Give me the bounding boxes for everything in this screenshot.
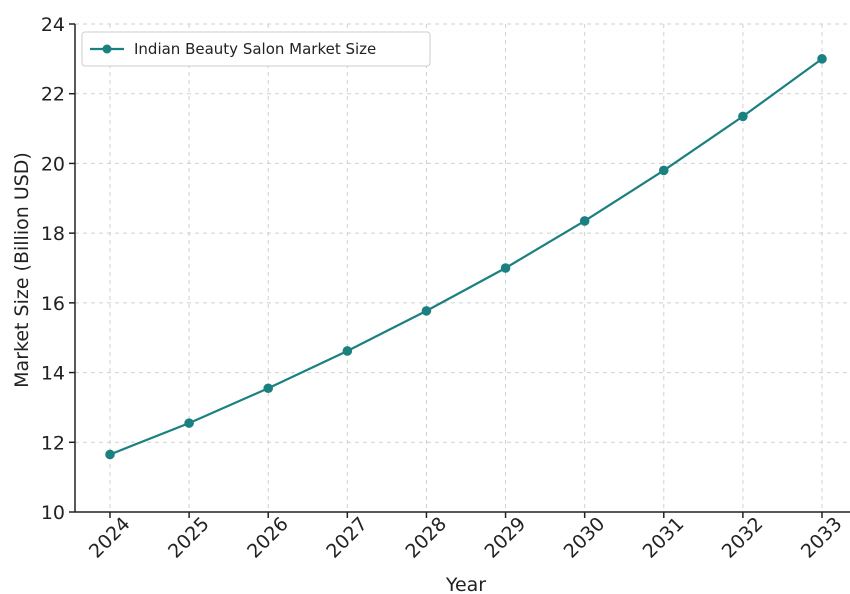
- data-point: [579, 216, 590, 226]
- x-tick-label: 2027: [322, 513, 372, 563]
- data-point: [658, 165, 669, 176]
- data-point: [421, 306, 432, 316]
- grid-lines: [75, 23, 850, 513]
- x-tick-label: 2024: [85, 513, 135, 563]
- legend-box: [81, 31, 431, 67]
- series-line: [109, 57, 823, 456]
- y-tick-label: 10: [41, 502, 65, 524]
- legend-entry: Indian Beauty Salon Market Size: [134, 40, 376, 58]
- x-tick-label: 2026: [243, 513, 293, 563]
- y-tick-label: 12: [41, 432, 65, 454]
- y-tick-label: 22: [41, 84, 65, 106]
- x-tick-label: 2032: [718, 513, 768, 563]
- data-point: [738, 111, 748, 122]
- y-tick-label: 20: [41, 153, 65, 175]
- x-tick-label: 2029: [480, 513, 530, 563]
- y-tick-label: 18: [41, 223, 65, 245]
- y-tick-label: 16: [41, 293, 65, 315]
- axes: [74, 24, 850, 513]
- x-tick-label: 2025: [164, 513, 214, 563]
- y-axis-ticks: 10 12 14 16 18 20 22 24: [41, 14, 75, 524]
- x-tick-label: 2033: [797, 513, 847, 563]
- data-point: [817, 54, 827, 64]
- x-axis-ticks: 2024 2025 2026 2027 2028 2029 2030 2031 2032 2033: [85, 512, 847, 563]
- legend-point-marker: [102, 44, 112, 54]
- y-tick-label: 24: [41, 14, 65, 36]
- series-layer: [105, 54, 827, 460]
- x-tick-label: 2030: [560, 513, 610, 563]
- y-tick-label: 14: [41, 363, 65, 385]
- x-tick-label: 2031: [639, 513, 689, 563]
- x-tick-label: 2028: [401, 513, 451, 563]
- data-point: [105, 449, 115, 460]
- data-point: [184, 418, 194, 428]
- legend: Indian Beauty Salon Market Size: [81, 31, 431, 67]
- data-point: [500, 263, 511, 273]
- y-axis-label: Market Size (Billion USD): [11, 152, 33, 388]
- data-point: [263, 383, 274, 394]
- data-point: [342, 346, 353, 356]
- x-axis-label: Year: [445, 574, 486, 594]
